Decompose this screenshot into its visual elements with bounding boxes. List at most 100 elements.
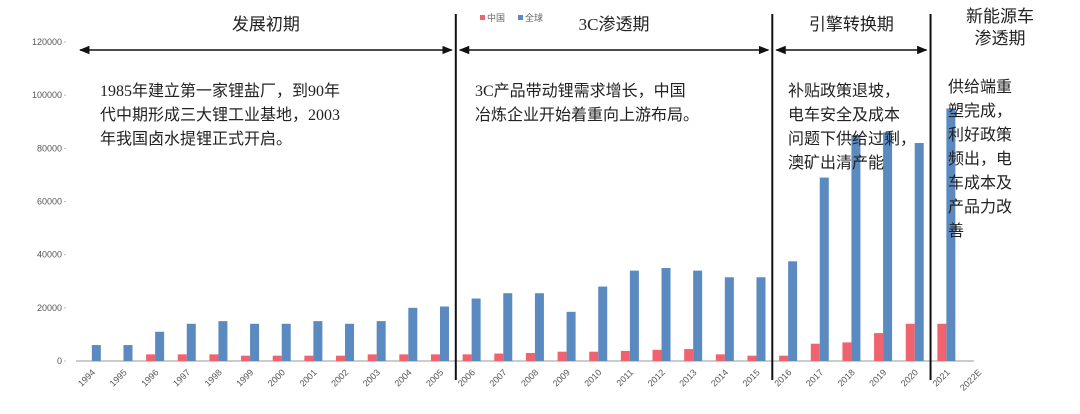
phase-text: 塑完成， [948,102,1012,120]
phase-text: 代中期形成三大锂工业基地，2003 [100,106,340,124]
phase-text: 频出，电 [948,150,1012,168]
y-tick-label: 40000 [37,250,62,260]
x-tick-label: 2011 [615,367,636,388]
bar [661,267,671,361]
bar [756,277,766,361]
bar [851,135,861,361]
bar [715,354,725,361]
bar [946,108,956,361]
bar [241,355,251,361]
x-tick-label: 2016 [772,367,793,388]
phase-text: 冶炼企业开始着重向上游布局。 [475,106,699,124]
bar [218,321,228,361]
phase-text: 车成本及 [948,174,1012,192]
bar [91,345,101,361]
x-tick-label: 1995 [108,367,129,388]
x-tick-label: 2004 [393,367,414,388]
x-tick-label: 2010 [582,367,603,388]
bar [430,354,440,361]
y-tick-label: 80000 [37,143,62,153]
bar [693,270,703,361]
phase-title: 渗透期 [975,29,1026,48]
x-tick-label: 2009 [551,367,572,388]
y-tick-label: 20000 [37,303,62,313]
bar [408,307,418,361]
phase-title: 3C渗透期 [579,15,650,34]
bar [503,293,513,361]
y-tick-label: 100000 [32,90,62,100]
bar [376,321,386,361]
x-tick-label: 2012 [646,367,667,388]
phase-text: 3C产品带动锂需求增长，中国 [475,82,686,100]
x-tick-label: 1998 [203,367,224,388]
phase-text: 电车安全及成本 [788,106,900,124]
bar [819,177,829,361]
bar [313,321,323,361]
bar [914,143,924,361]
x-tick-label: 2001 [298,367,319,388]
x-tick-label: 1999 [234,367,255,388]
bar [146,354,156,361]
x-tick-label: 2015 [741,367,762,388]
x-tick-label: 1996 [139,367,160,388]
x-tick-label: 2000 [266,367,287,388]
bar [905,323,915,361]
bar [788,261,798,361]
bar [250,323,260,361]
bar [123,345,133,361]
x-tick-label: 2021 [931,367,952,388]
x-tick-label: 2003 [361,367,382,388]
y-tick-label: 120000 [32,37,62,47]
bar [883,132,893,361]
legend-swatch [480,15,485,20]
bar [874,333,884,361]
x-tick-label: 2007 [487,367,508,388]
legend-label: 中国 [487,12,505,23]
x-tick-label: 2013 [677,367,698,388]
bar [566,311,576,361]
x-tick-label: 2018 [836,367,857,388]
bar [620,350,630,361]
bar [589,351,599,361]
x-tick-label: 2008 [519,367,540,388]
phase-text: 产品力改 [948,198,1012,216]
x-tick-label: 2014 [709,367,730,388]
bar [534,293,544,361]
phase-title: 引擎转换期 [809,15,894,34]
bar [272,355,282,361]
y-tick-label: 60000 [37,197,62,207]
legend-label: 全球 [525,12,543,23]
bar [462,354,472,361]
bar [779,355,789,361]
phase-text: 供给端重 [948,78,1012,96]
phase-text: 善 [948,222,964,240]
x-tick-label: 2002 [329,367,350,388]
bar [439,306,449,361]
bar [281,323,291,361]
bar [186,323,196,361]
bar [724,277,734,361]
bar [747,355,757,361]
bar [937,323,947,361]
x-tick-label: 2006 [456,367,477,388]
bar [598,286,608,361]
bar [842,342,852,361]
x-tick-label: 2005 [424,367,445,388]
phase-text: 补贴政策退坡， [788,82,900,100]
x-tick-label: 2019 [867,367,888,388]
y-tick-label: 0 [57,356,62,366]
x-tick-label: 1994 [76,367,97,388]
bar [304,355,314,361]
x-tick-label: 2022E [958,367,983,392]
phase-text: 澳矿出清产能 [788,154,884,172]
bar [155,331,165,361]
x-tick-label: 2017 [804,367,825,388]
phase-title: 发展初期 [232,15,300,34]
phase-text: 年我国卤水提锂正式开启。 [100,130,292,148]
bar [652,349,662,361]
bar [345,323,355,361]
bar [629,270,639,361]
phase-title: 新能源车 [966,7,1034,26]
bar [494,353,504,361]
